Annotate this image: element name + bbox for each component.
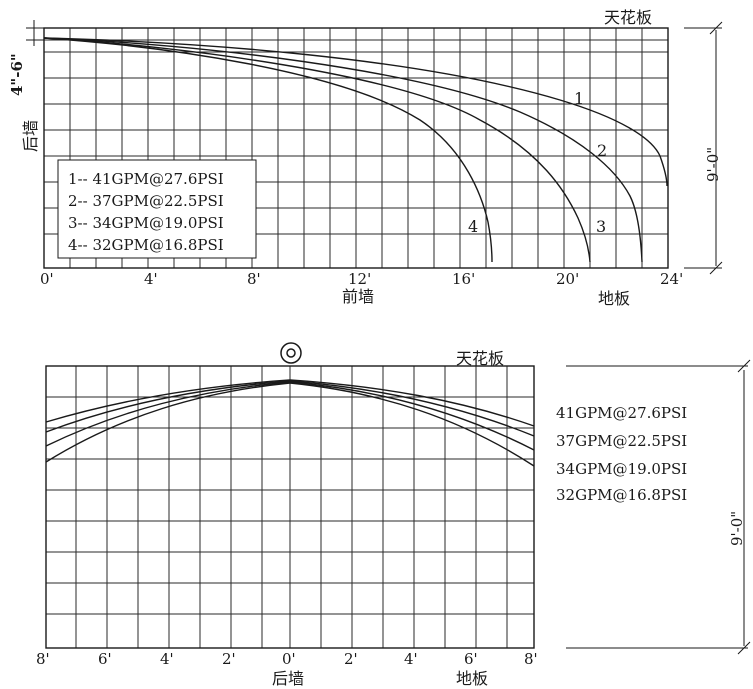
top-xtick-20: 20' [556,270,579,288]
bottom-xtick-right-2: 2' [344,650,358,668]
target-icon [280,342,302,364]
bottom-height-dim-line [566,359,751,655]
top-front-wall-label: 前墙 [342,287,374,306]
top-legend-4: 4-- 32GPM@16.8PSI [68,236,224,254]
top-height-dim-line [684,21,723,275]
top-curve-3 [43,37,591,263]
bottom-xtick-right-4: 4' [404,650,418,668]
bottom-curve-1 [45,379,535,427]
top-height-dim-label: 9'-0" [704,147,722,182]
top-curve-number-3: 3 [596,217,606,236]
top-deflector-dim-line [26,20,44,46]
top-curve-4 [43,37,493,263]
top-xtick-24: 24' [660,270,683,288]
top-xtick-4: 4' [144,270,158,288]
bottom-xtick-0: 0' [282,650,296,668]
top-floor-label: 地板 [598,289,630,308]
top-frame [43,27,669,269]
bottom-xtick-left-2: 2' [222,650,236,668]
bottom-xtick-right-6: 6' [464,650,478,668]
bottom-legend-2: 37GPM@22.5PSI [556,432,687,450]
bottom-legend-3: 34GPM@19.0PSI [556,460,687,478]
bottom-xtick-right-8: 8' [524,650,538,668]
top-legend-2: 2-- 37GPM@22.5PSI [68,192,224,210]
top-xtick-12: 12' [348,270,371,288]
top-curve-number-2: 2 [597,141,607,160]
bottom-legend-4: 32GPM@16.8PSI [556,486,687,504]
bottom-curve-3 [45,381,535,451]
top-ceiling-label: 天花板 [604,8,652,27]
top-back-wall-label: 后墙 [21,120,40,152]
bottom-legend-1: 41GPM@27.6PSI [556,404,687,422]
bottom-floor-label: 地板 [456,669,488,688]
bottom-curve-4 [45,382,535,467]
bottom-ceiling-label: 天花板 [456,349,504,368]
bottom-xtick-left-4: 4' [160,650,174,668]
top-legend-box [57,159,257,259]
bottom-frame [45,365,535,649]
top-curve-number-4: 4 [468,217,478,236]
bottom-xtick-left-8: 8' [36,650,50,668]
top-xtick-8: 8' [247,270,261,288]
top-curve-2 [43,37,643,263]
bottom-back-wall-label: 后墙 [272,669,304,688]
bottom-curve-2 [45,380,535,437]
bottom-grid [46,366,534,648]
top-legend-1: 1-- 41GPM@27.6PSI [68,170,224,188]
top-xtick-0: 0' [40,270,54,288]
bottom-xtick-left-6: 6' [98,650,112,668]
top-xtick-16: 16' [452,270,475,288]
bottom-height-dim-label: 9'-0" [728,511,746,546]
top-curve-1 [43,37,668,187]
top-curve-number-1: 1 [574,89,584,108]
top-deflector-dim-label: 4"-6" [8,53,26,96]
top-legend-3: 3-- 34GPM@19.0PSI [68,214,224,232]
